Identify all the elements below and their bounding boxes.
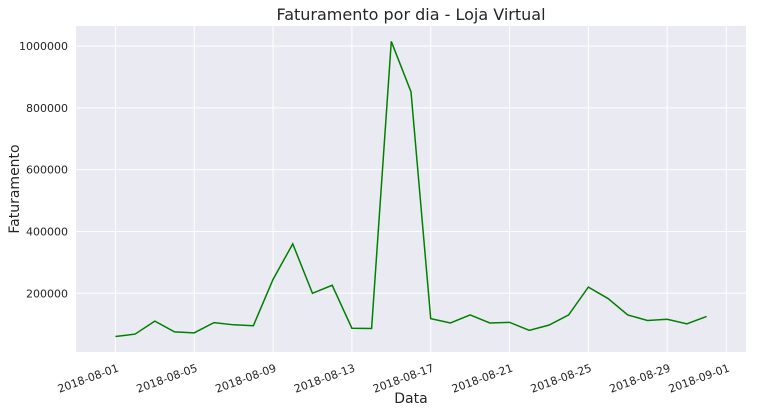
x-tick-label: 2018-08-01 (56, 362, 121, 396)
plot-area (76, 26, 746, 352)
x-axis-label: Data (394, 391, 427, 407)
x-tick-label: 2018-09-01 (667, 362, 732, 396)
y-axis-label: Faturamento (7, 144, 23, 233)
x-tick-label: 2018-08-05 (135, 362, 200, 396)
chart-title: Faturamento por dia - Loja Virtual (276, 5, 545, 24)
y-tick-label: 1000000 (19, 40, 68, 53)
y-tick-label: 800000 (26, 102, 68, 115)
x-tick-label: 2018-08-21 (450, 362, 515, 396)
x-tick-label: 2018-08-29 (608, 362, 673, 396)
x-tick-label: 2018-08-13 (292, 362, 357, 396)
x-tick-label: 2018-08-25 (529, 362, 594, 396)
y-tick-label: 400000 (26, 225, 68, 238)
y-axis-ticks: 200000 400000 600000 800000 1000000 (19, 40, 68, 300)
y-tick-label: 200000 (26, 287, 68, 300)
series-line (115, 41, 707, 338)
y-tick-label: 600000 (26, 164, 68, 177)
grid-lines (76, 26, 746, 352)
x-tick-label: 2018-08-09 (214, 362, 279, 396)
